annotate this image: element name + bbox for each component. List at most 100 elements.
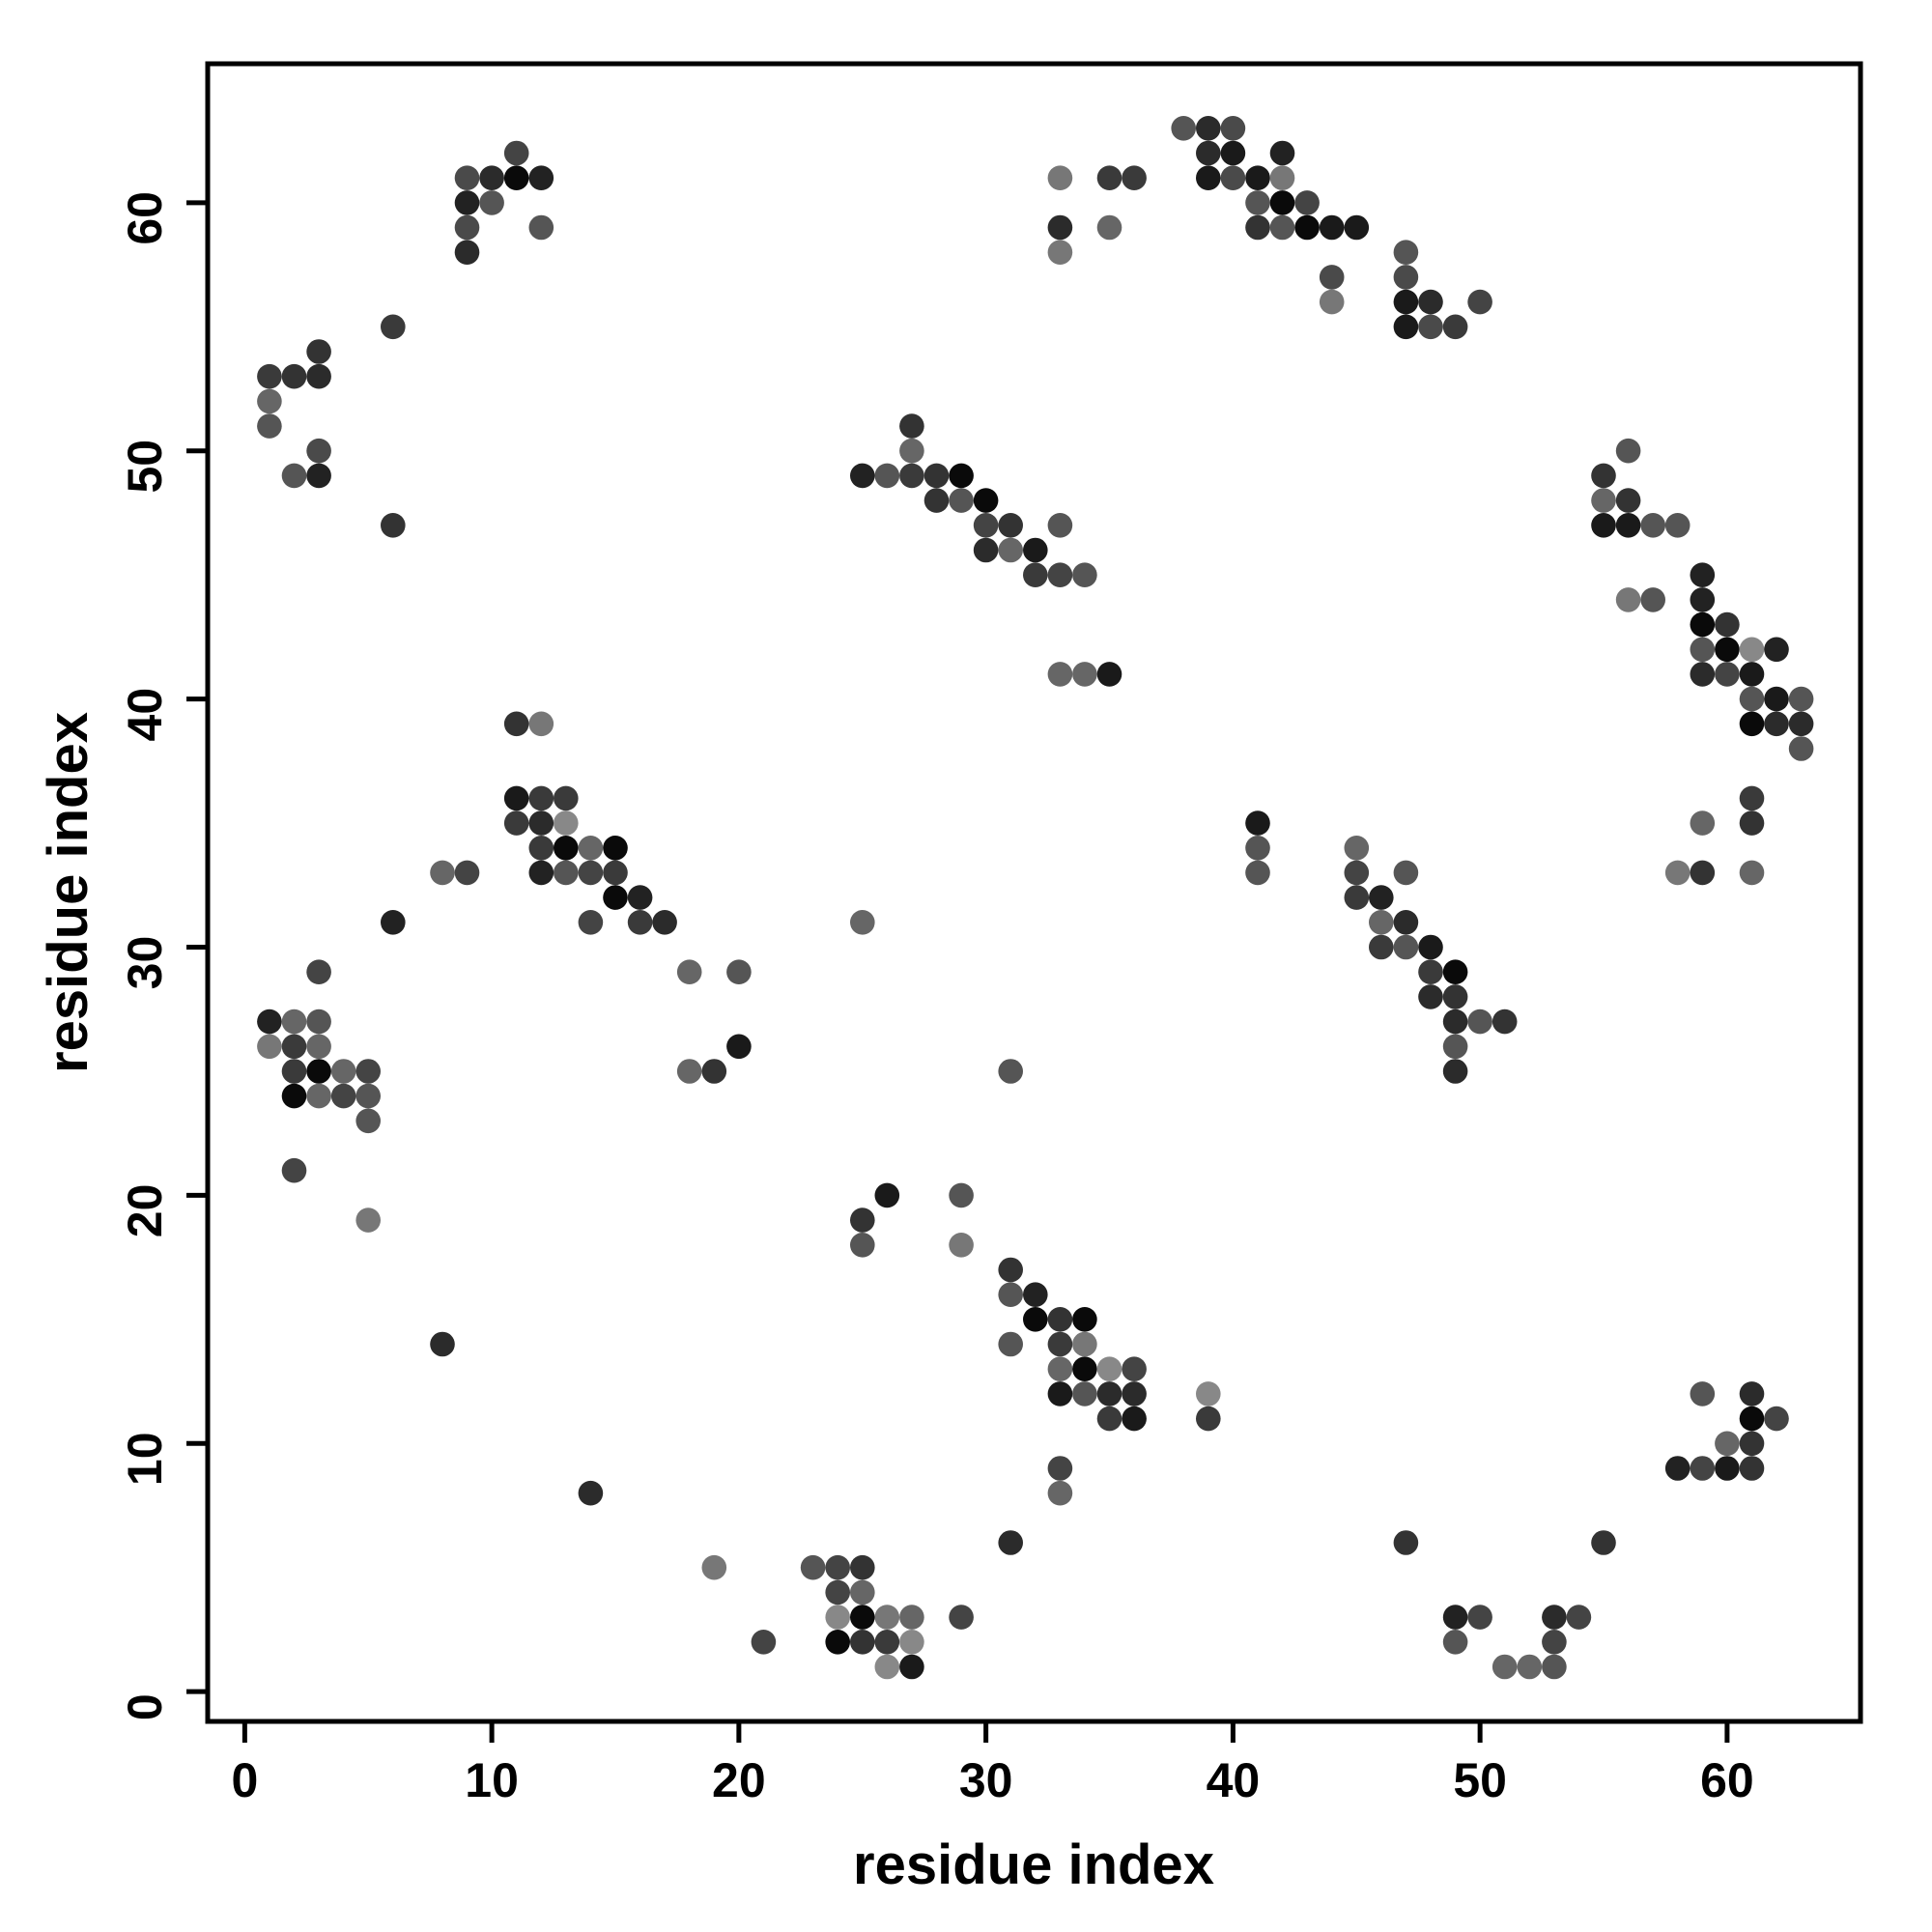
data-point: [998, 1530, 1023, 1555]
data-point: [1122, 1381, 1147, 1406]
data-point: [1269, 165, 1295, 190]
data-point: [1393, 240, 1419, 265]
data-point: [874, 463, 900, 489]
data-point: [1072, 1356, 1097, 1381]
data-point: [554, 836, 579, 861]
data-point: [257, 1009, 282, 1035]
data-point: [1615, 488, 1641, 513]
data-point: [1442, 1009, 1468, 1035]
data-point: [1715, 611, 1740, 638]
data-point: [874, 1605, 900, 1630]
data-point: [479, 190, 504, 215]
data-point: [1467, 1605, 1492, 1630]
data-point: [1788, 711, 1814, 737]
data-point: [1393, 314, 1419, 340]
data-point: [528, 711, 554, 737]
tick-label: 20: [712, 1753, 766, 1807]
data-point: [1072, 1331, 1097, 1357]
data-point: [1122, 165, 1147, 190]
data-point: [1196, 140, 1221, 166]
data-point: [899, 463, 924, 489]
data-point: [1418, 289, 1443, 315]
data-point: [1072, 1381, 1097, 1406]
data-point: [528, 836, 554, 861]
data-point: [1319, 214, 1345, 241]
data-point: [899, 438, 924, 464]
data-point: [1047, 214, 1073, 241]
data-point: [503, 165, 529, 190]
data-point: [454, 860, 480, 886]
data-point: [1739, 785, 1765, 811]
tick-label: 0: [118, 1693, 172, 1720]
data-point: [1739, 810, 1765, 836]
data-point: [850, 1208, 875, 1233]
data-point: [603, 836, 628, 861]
data-point: [281, 463, 307, 489]
data-point: [1369, 910, 1394, 935]
data-point: [652, 910, 677, 935]
data-point: [528, 165, 554, 190]
data-point: [281, 1009, 307, 1035]
data-point: [1245, 214, 1270, 241]
data-point: [1023, 1282, 1048, 1307]
data-point: [1542, 1630, 1567, 1655]
data-point: [1764, 711, 1789, 737]
data-point: [1566, 1605, 1592, 1630]
data-point: [1615, 513, 1641, 538]
data-point: [973, 488, 999, 513]
data-point: [306, 339, 331, 364]
data-point: [676, 959, 702, 984]
data-point: [1047, 1381, 1073, 1406]
data-point: [1492, 1009, 1518, 1035]
data-point: [701, 1059, 727, 1084]
data-point: [1442, 984, 1468, 1009]
data-point: [1739, 711, 1765, 737]
data-point: [1764, 637, 1789, 663]
data-point: [850, 1233, 875, 1258]
tick-label: 50: [1453, 1753, 1507, 1807]
data-point: [1047, 1356, 1073, 1381]
data-point: [554, 860, 579, 886]
data-point: [850, 1630, 875, 1655]
data-point: [528, 214, 554, 241]
data-point: [998, 513, 1023, 538]
data-point: [949, 1182, 974, 1208]
data-point: [1715, 1456, 1740, 1481]
data-point: [1072, 1307, 1097, 1332]
x-axis-title: residue index: [853, 1833, 1214, 1896]
data-point: [330, 1083, 356, 1109]
data-point: [1220, 165, 1246, 190]
data-point: [1739, 1406, 1765, 1432]
data-point: [1269, 140, 1295, 166]
data-point: [825, 1605, 850, 1630]
data-point: [1220, 116, 1246, 141]
data-point: [949, 488, 974, 513]
data-point: [479, 165, 504, 190]
data-point: [1072, 662, 1097, 687]
data-point: [454, 165, 480, 190]
data-point: [874, 1630, 900, 1655]
data-point: [430, 1331, 455, 1357]
data-point: [503, 810, 529, 836]
data-point: [1344, 836, 1370, 861]
tick-label: 20: [118, 1184, 172, 1238]
data-point: [454, 240, 480, 265]
data-point: [1542, 1605, 1567, 1630]
data-point: [1393, 1530, 1419, 1555]
data-point: [800, 1554, 826, 1580]
data-point: [1467, 289, 1492, 315]
data-point: [1096, 1406, 1122, 1432]
data-point: [306, 959, 331, 984]
data-point: [726, 959, 752, 984]
data-point: [1715, 637, 1740, 663]
data-point: [1690, 662, 1716, 687]
data-point: [1418, 934, 1443, 960]
data-point: [850, 1605, 875, 1630]
data-point: [1269, 190, 1295, 215]
data-point: [306, 463, 331, 489]
tick-label: 10: [465, 1753, 519, 1807]
data-point: [1096, 165, 1122, 190]
data-point: [257, 413, 282, 439]
